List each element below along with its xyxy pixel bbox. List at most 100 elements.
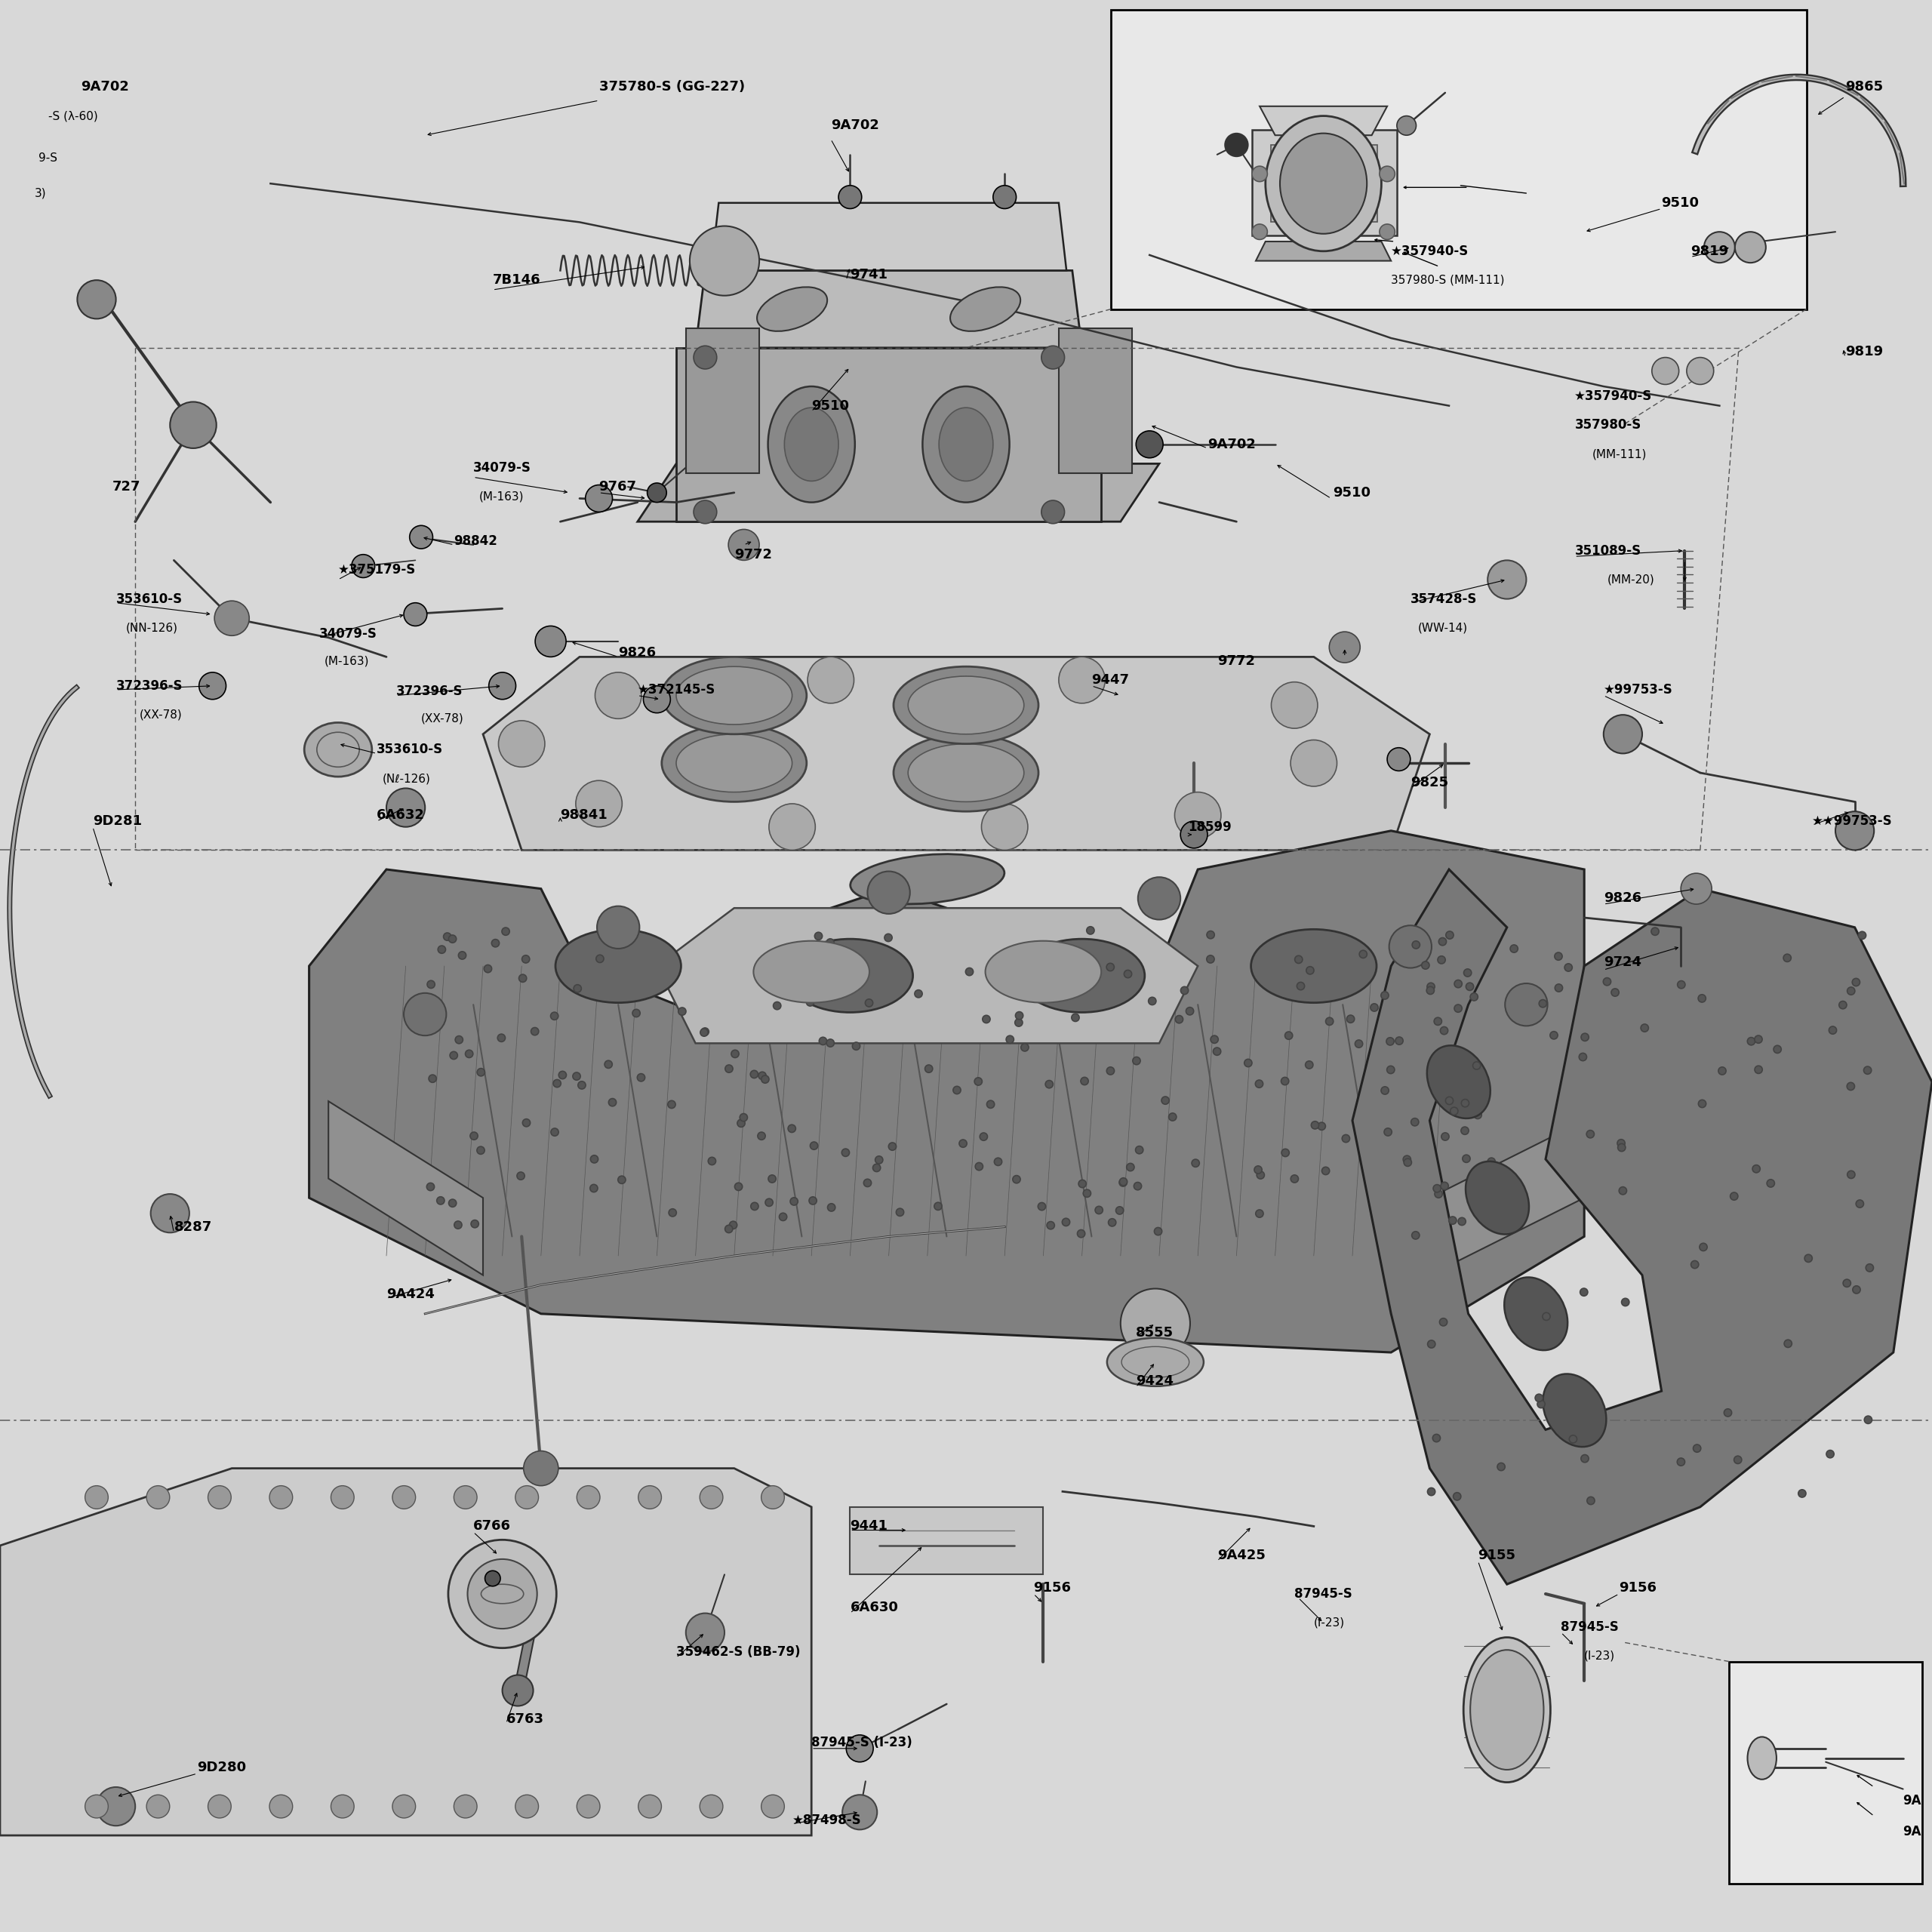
Circle shape [518,1173,526,1180]
Circle shape [827,1204,835,1211]
Ellipse shape [1107,1339,1204,1387]
Circle shape [209,1486,232,1509]
Circle shape [958,1140,966,1148]
Circle shape [1291,740,1337,786]
Circle shape [1256,1209,1264,1217]
Text: 9826: 9826 [618,645,657,661]
Circle shape [643,686,670,713]
Circle shape [1578,1053,1586,1061]
Circle shape [1379,224,1395,240]
Circle shape [597,954,605,962]
Circle shape [1441,1182,1449,1190]
Circle shape [1343,1134,1350,1142]
Circle shape [875,1155,883,1163]
Circle shape [1799,1490,1806,1497]
Circle shape [1134,1182,1142,1190]
Circle shape [454,1221,462,1229]
Circle shape [734,1182,742,1190]
Ellipse shape [908,676,1024,734]
Circle shape [1830,1026,1837,1034]
Circle shape [330,1795,354,1818]
Circle shape [1445,931,1453,939]
Circle shape [1497,1463,1505,1470]
Ellipse shape [1252,929,1378,1003]
Circle shape [553,1080,560,1088]
Circle shape [694,500,717,524]
Circle shape [993,185,1016,209]
Circle shape [1611,989,1619,997]
Circle shape [678,1007,686,1014]
Circle shape [609,1099,616,1107]
Text: 6A630: 6A630 [850,1600,898,1615]
Ellipse shape [1505,1277,1567,1350]
Text: 9767: 9767 [599,479,638,495]
Circle shape [1387,748,1410,771]
Circle shape [974,1078,981,1086]
Circle shape [578,1795,601,1818]
Circle shape [1434,1434,1441,1441]
Circle shape [1435,1190,1443,1198]
Circle shape [935,1202,943,1209]
Circle shape [1555,983,1563,991]
Text: 6A632: 6A632 [377,808,425,823]
Text: 9741: 9741 [850,267,889,282]
Circle shape [147,1795,170,1818]
Text: 87945-S: 87945-S [1294,1586,1352,1602]
Circle shape [1835,811,1874,850]
Circle shape [699,1028,707,1036]
Text: (MM-20): (MM-20) [1607,574,1656,585]
Circle shape [1037,1202,1045,1209]
Polygon shape [483,657,1430,850]
Polygon shape [676,348,1101,522]
Circle shape [852,1041,860,1049]
Circle shape [1735,232,1766,263]
Circle shape [1449,1217,1457,1225]
Circle shape [761,1076,769,1084]
Circle shape [1383,1128,1391,1136]
Circle shape [1059,657,1105,703]
Circle shape [1045,1080,1053,1088]
Circle shape [1405,1159,1412,1167]
Ellipse shape [1265,116,1381,251]
Circle shape [1466,983,1474,991]
Text: 351089-S: 351089-S [1575,543,1640,558]
Circle shape [842,1795,877,1830]
Circle shape [489,672,516,699]
Circle shape [1161,1097,1169,1105]
Circle shape [1186,1007,1194,1014]
Circle shape [1463,1155,1470,1163]
Circle shape [524,1451,558,1486]
Circle shape [1453,1493,1461,1501]
Circle shape [1652,357,1679,384]
Circle shape [498,1034,506,1041]
Circle shape [1296,981,1304,989]
Text: ★357940-S: ★357940-S [1575,388,1652,404]
Circle shape [1439,1318,1447,1325]
Text: ★375179-S: ★375179-S [338,562,415,578]
Circle shape [1505,983,1548,1026]
Circle shape [632,1009,639,1016]
Circle shape [647,483,667,502]
Circle shape [471,1219,479,1227]
Circle shape [429,1074,437,1082]
Circle shape [1312,1121,1320,1128]
Polygon shape [696,270,1082,348]
Circle shape [1839,1001,1847,1009]
Circle shape [1370,1003,1378,1010]
Circle shape [701,1028,709,1036]
Circle shape [1153,1227,1161,1235]
Circle shape [352,554,375,578]
Text: 9A: 9A [1903,1793,1922,1808]
Circle shape [1068,949,1076,956]
Text: 18599: 18599 [1188,819,1233,835]
Bar [1271,145,1378,222]
Text: ★★99753-S: ★★99753-S [1812,813,1893,829]
Circle shape [1540,999,1548,1007]
Text: ★357940-S: ★357940-S [1391,243,1468,259]
Circle shape [730,1049,738,1057]
Circle shape [1549,1032,1557,1039]
Circle shape [1439,937,1447,945]
Circle shape [392,1795,415,1818]
Circle shape [1586,1130,1594,1138]
Circle shape [427,1182,435,1190]
